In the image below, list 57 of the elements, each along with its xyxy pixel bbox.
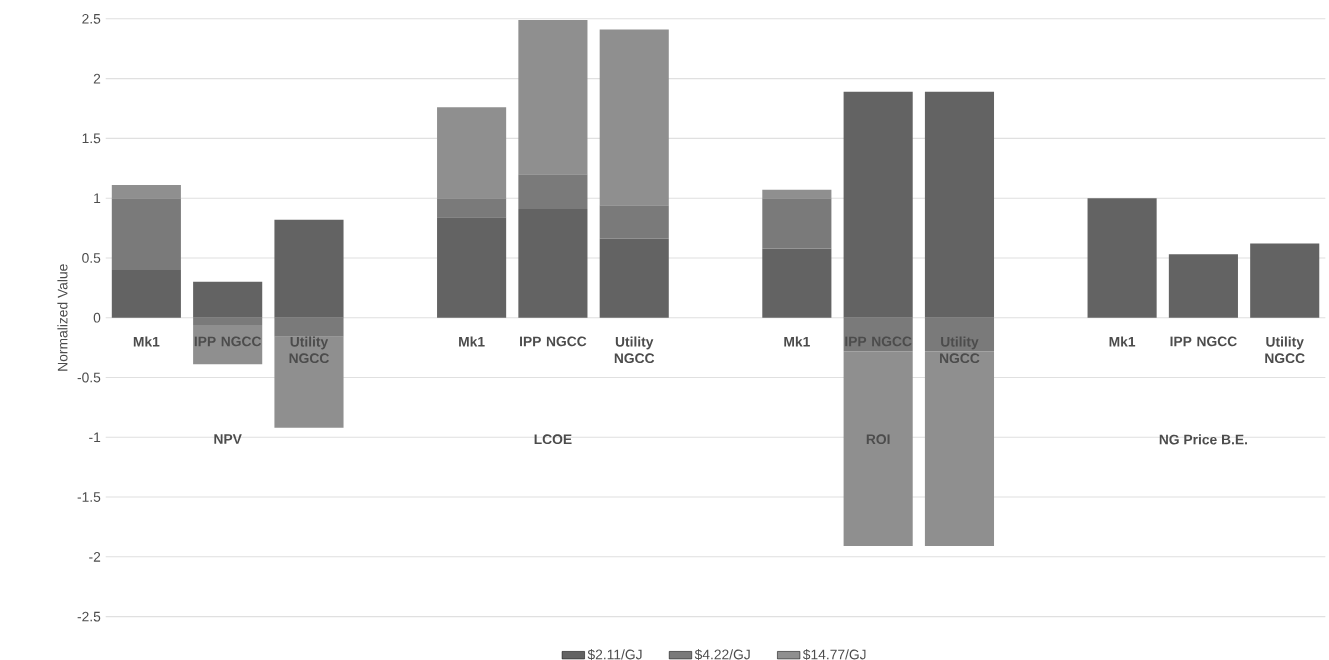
annotation: NPV bbox=[214, 434, 242, 444]
x-tick-label: IPP NGCC bbox=[194, 336, 262, 347]
bar bbox=[274, 336, 344, 428]
bar bbox=[193, 317, 263, 325]
bar bbox=[1087, 198, 1157, 318]
bar bbox=[193, 281, 263, 318]
x-tick-label: Utility NGCC bbox=[614, 336, 655, 363]
bar bbox=[1168, 254, 1238, 318]
bar bbox=[111, 269, 181, 318]
legend-label: $14.77/GJ bbox=[802, 648, 866, 660]
x-tick-label: IPP NGCC bbox=[520, 336, 587, 347]
bar bbox=[437, 217, 507, 318]
bar bbox=[518, 19, 588, 175]
bar bbox=[924, 91, 995, 318]
y-axis-title: Normalized Value bbox=[57, 264, 68, 371]
legend-label: $2.11/GJ bbox=[587, 648, 642, 660]
y-tick-label: 2.5 bbox=[82, 13, 101, 24]
bar bbox=[518, 174, 588, 209]
y-tick-label: 2 bbox=[93, 73, 101, 84]
x-tick-label: Utility NGCC bbox=[1265, 336, 1305, 363]
bar bbox=[762, 189, 832, 199]
bar bbox=[924, 317, 995, 352]
annotation: ROI bbox=[866, 434, 890, 444]
bar bbox=[111, 184, 181, 199]
bar bbox=[437, 198, 507, 218]
y-tick-label: 0.5 bbox=[82, 252, 101, 263]
bar bbox=[924, 351, 995, 546]
y-tick-label: 1.5 bbox=[82, 133, 101, 144]
bar bbox=[599, 29, 669, 206]
annotation: LCOE bbox=[534, 434, 572, 444]
y-tick-label: 1 bbox=[94, 193, 101, 203]
bar bbox=[1250, 243, 1320, 318]
bar bbox=[274, 219, 344, 318]
y-tick-label: -0.5 bbox=[77, 372, 101, 383]
bar bbox=[274, 317, 344, 337]
bar bbox=[843, 91, 913, 318]
x-tick-label: Mk1 bbox=[784, 336, 810, 347]
bar bbox=[437, 107, 507, 199]
x-tick-label: Utility NGCC bbox=[289, 336, 329, 363]
annotation: NG Price B.E. bbox=[1159, 434, 1248, 445]
x-tick-label: IPP NGCC bbox=[1170, 336, 1237, 347]
bar bbox=[762, 248, 832, 318]
bar bbox=[599, 238, 669, 318]
legend-label: $4.22/GJ bbox=[694, 648, 750, 660]
y-tick-label: -2.5 bbox=[77, 611, 101, 622]
y-tick-label: 0 bbox=[93, 312, 101, 323]
x-tick-label: Mk1 bbox=[459, 336, 485, 347]
y-tick-label: -1 bbox=[89, 432, 101, 442]
x-tick-label: Mk1 bbox=[1109, 336, 1136, 347]
bar bbox=[762, 198, 832, 249]
bar bbox=[843, 351, 913, 546]
y-tick-label: -1.5 bbox=[77, 492, 101, 502]
bar bbox=[599, 205, 669, 239]
y-tick-label: -2 bbox=[89, 551, 101, 562]
x-tick-label: Mk1 bbox=[133, 336, 160, 347]
bar bbox=[111, 198, 181, 270]
bar bbox=[518, 208, 588, 318]
